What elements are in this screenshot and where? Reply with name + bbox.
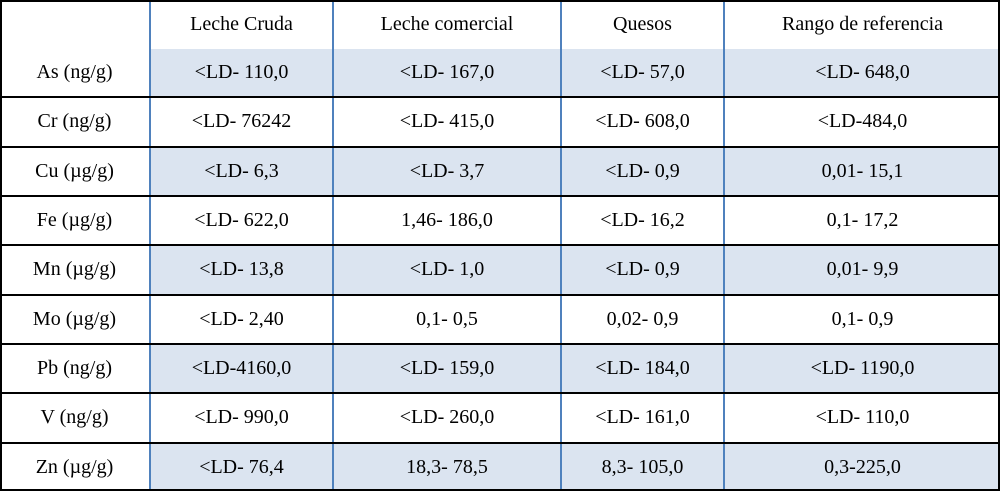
table-cell: <LD- 16,2	[561, 195, 725, 247]
table-cell: <LD- 6,3	[150, 146, 334, 197]
table-cell: 0,01- 9,9	[724, 245, 1000, 296]
header-cell-leche-comercial: Leche comercial	[333, 0, 562, 49]
table-cell: <LD- 57,0	[561, 49, 725, 99]
header-cell-corner	[0, 0, 151, 49]
table-row: Zn (µg/g) <LD- 76,4 18,3- 78,5 8,3- 105,…	[0, 442, 1000, 491]
table-cell: <LD- 415,0	[333, 97, 562, 148]
table-cell: <LD- 0,9	[561, 146, 725, 197]
table-cell: <LD- 13,8	[150, 245, 334, 296]
table-cell: 8,3- 105,0	[561, 442, 725, 491]
table-cell: 0,3-225,0	[724, 442, 1000, 491]
header-row: Leche Cruda Leche comercial Quesos Rango…	[0, 0, 1000, 49]
table-row: V (ng/g) <LD- 990,0 <LD- 260,0 <LD- 161,…	[0, 393, 1000, 444]
table-row: Mn (µg/g) <LD- 13,8 <LD- 1,0 <LD- 0,9 0,…	[0, 245, 1000, 296]
header-cell-quesos: Quesos	[561, 0, 725, 49]
table-cell: <LD- 2,40	[150, 294, 334, 345]
table-cell: <LD- 184,0	[561, 343, 725, 395]
table-cell: <LD- 0,9	[561, 245, 725, 296]
table-cell: 0,01- 15,1	[724, 146, 1000, 197]
row-label: Mn (µg/g)	[0, 245, 151, 296]
header-cell-rango-referencia: Rango de referencia	[781, 13, 943, 35]
table-cell: <LD- 1190,0	[724, 343, 1000, 395]
row-label: Cu (µg/g)	[0, 146, 151, 197]
table-cell: <LD- 159,0	[333, 343, 562, 395]
table-cell: <LD- 110,0	[724, 393, 1000, 444]
table-cell: 18,3- 78,5	[333, 442, 562, 491]
table-cell: 0,1- 0,5	[333, 294, 562, 345]
row-label: V (ng/g)	[0, 393, 151, 444]
row-label: Cr (ng/g)	[0, 97, 151, 148]
table-cell: <LD- 622,0	[150, 195, 334, 247]
table-cell: <LD-484,0	[724, 97, 1000, 148]
table-row: Fe (µg/g) <LD- 622,0 1,46- 186,0 <LD- 16…	[0, 195, 1000, 247]
table-cell: <LD- 990,0	[150, 393, 334, 444]
table-cell: <LD- 161,0	[561, 393, 725, 444]
table-row: Mo (µg/g) <LD- 2,40 0,1- 0,5 0,02- 0,9 0…	[0, 294, 1000, 345]
row-label: Pb (ng/g)	[0, 343, 151, 395]
table-cell: <LD- 1,0	[333, 245, 562, 296]
table-cell: 0,02- 0,9	[561, 294, 725, 345]
table-cell: <LD- 110,0	[150, 49, 334, 99]
table-cell: 1,46- 186,0	[333, 195, 562, 247]
row-label: As (ng/g)	[0, 49, 151, 99]
table-cell: <LD- 260,0	[333, 393, 562, 444]
table-row: As (ng/g) <LD- 110,0 <LD- 167,0 <LD- 57,…	[0, 49, 1000, 99]
header-cell-leche-cruda: Leche Cruda	[150, 0, 334, 49]
table-cell: 0,1- 17,2	[724, 195, 1000, 247]
table-cell: <LD- 76242	[150, 97, 334, 148]
table-cell: <LD- 76,4	[150, 442, 334, 491]
table-cell: <LD- 3,7	[333, 146, 562, 197]
table-cell: <LD- 608,0	[561, 97, 725, 148]
table-row: Pb (ng/g) <LD-4160,0 <LD- 159,0 <LD- 184…	[0, 343, 1000, 395]
table-row: Cr (ng/g) <LD- 76242 <LD- 415,0 <LD- 608…	[0, 97, 1000, 148]
table-row: Cu (µg/g) <LD- 6,3 <LD- 3,7 <LD- 0,9 0,0…	[0, 146, 1000, 197]
table-cell: 0,1- 0,9	[724, 294, 1000, 345]
row-label: Zn (µg/g)	[0, 442, 151, 491]
table-cell: <LD- 648,0	[724, 49, 1000, 99]
table-cell: <LD-4160,0	[150, 343, 334, 395]
row-label: Fe (µg/g)	[0, 195, 151, 247]
row-label: Mo (µg/g)	[0, 294, 151, 345]
table-cell: <LD- 167,0	[333, 49, 562, 99]
